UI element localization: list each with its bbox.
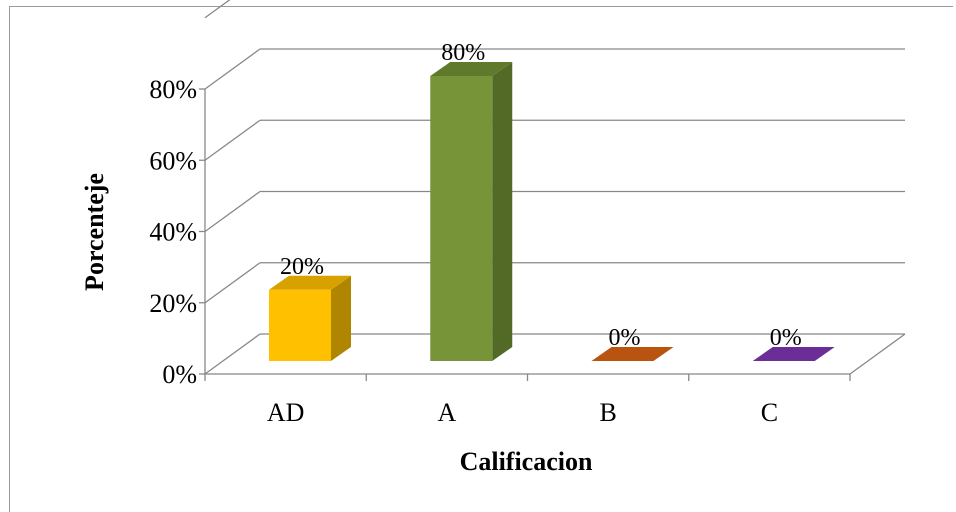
- axes: [199, 88, 906, 381]
- bars: [269, 62, 835, 361]
- y-axis-title: Porcenteje: [80, 173, 109, 291]
- data-label: 0%: [770, 325, 802, 351]
- y-tick-label: 40%: [149, 218, 197, 247]
- bar-side-a: [492, 62, 513, 361]
- x-tick-label: B: [599, 398, 616, 427]
- y-tick-label: 60%: [149, 146, 197, 175]
- data-label: 80%: [441, 40, 485, 66]
- labels: 0% 20% 40% 60% 80% 20% AD 80% A 0% B 0% C: [149, 40, 801, 427]
- floor-right-edge: [849, 333, 906, 375]
- gridline-diagonal: [204, 119, 261, 161]
- data-label: 20%: [280, 254, 324, 280]
- gridlines: [204, 0, 905, 375]
- y-tick-label: 80%: [149, 75, 197, 104]
- bar-top-ad: [269, 275, 351, 290]
- bar-side-ad: [331, 275, 351, 361]
- gridline-diagonal: [204, 0, 231, 19]
- y-tick-label: 20%: [149, 289, 197, 318]
- data-label: 0%: [609, 325, 641, 351]
- bar-top-a: [430, 62, 513, 76]
- x-tick-label: C: [761, 398, 778, 427]
- x-tick-label: A: [437, 398, 456, 427]
- chart-frame: [9, 6, 953, 512]
- gridline-diagonal: [204, 262, 261, 304]
- x-tick-label: AD: [267, 398, 305, 427]
- gridline-diagonal: [204, 190, 261, 233]
- bar-a: [430, 76, 493, 361]
- bar-top-b: [591, 347, 674, 361]
- gridline-diagonal: [204, 333, 261, 375]
- x-axis-title: Calificacion: [460, 447, 593, 476]
- bar-ad: [269, 289, 331, 361]
- gridline-diagonal: [204, 48, 261, 90]
- y-tick-label: 0%: [162, 360, 197, 389]
- bar-top-c: [752, 347, 835, 361]
